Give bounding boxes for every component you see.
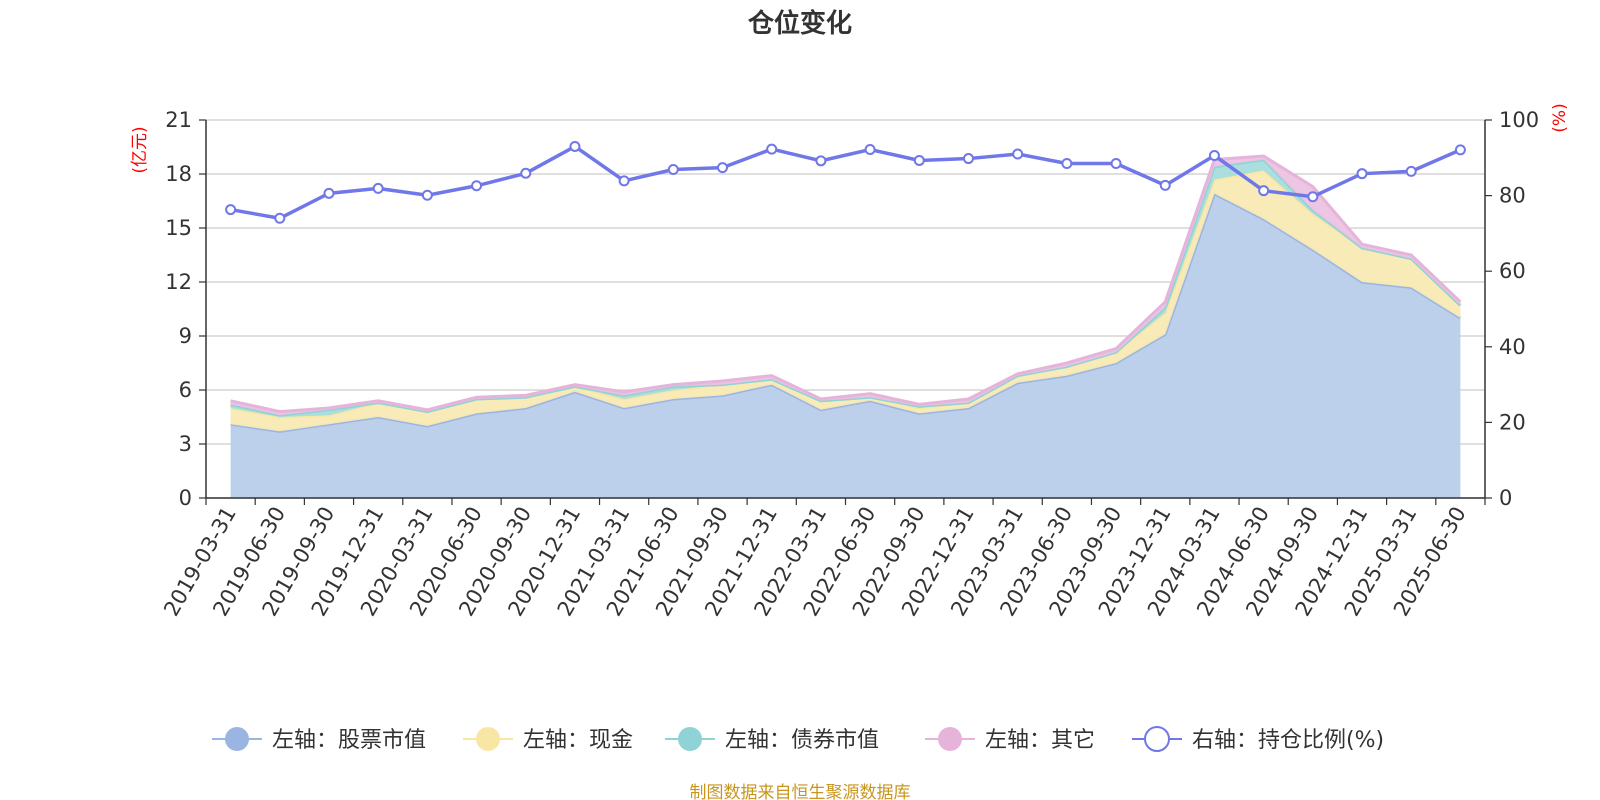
position-ratio-point [225,204,237,216]
position-ratio-point [520,167,532,179]
right-axis-tick-label: 0 [1499,486,1512,510]
left-axis-tick-label: 3 [179,432,192,456]
legend-item-0[interactable]: 左轴：股票市值 [212,727,426,753]
position-ratio-point [1454,144,1466,156]
position-ratio-point [962,153,974,165]
legend-item-3[interactable]: 左轴：其它 [925,727,1095,753]
legend-swatch-dot [225,727,249,751]
position-ratio-point [1159,179,1171,191]
left-axis-tick-label: 9 [179,324,192,348]
legend-swatch-dot [476,727,500,751]
position-ratio-point [618,175,630,187]
right-axis-unit: (%) [1550,103,1570,132]
position-ratio-line [230,144,1462,221]
chart-title: 仓位变化 [747,8,852,39]
position-ratio-point [569,140,581,152]
left-axis-tick-label: 15 [165,216,192,240]
position-ratio-point [667,164,679,176]
footer-source: 制图数据来自恒生聚源数据库 [690,783,911,800]
left-axis-tick-label: 21 [165,108,192,132]
position-ratio-point [421,189,433,201]
legend-label: 左轴：现金 [523,728,633,753]
area-series-0 [230,193,1461,499]
position-ratio-point [323,187,335,199]
position-ratio-point [1110,157,1122,169]
position-ratio-point [471,180,483,192]
legend-label: 左轴：其它 [985,728,1095,753]
area-layer [230,154,1462,499]
position-ratio-point [1405,165,1417,177]
left-axis-tick-label: 0 [179,486,192,510]
position-ratio-point [1258,185,1270,197]
legend-swatch-dot [1144,726,1170,752]
right-axis-tick-label: 20 [1499,410,1526,434]
left-axis-tick-label: 18 [165,162,192,186]
legend-label: 左轴：股票市值 [272,728,426,753]
right-axis-tick-label: 60 [1499,259,1526,283]
legend-item-4[interactable]: 右轴：持仓比例(%) [1132,726,1384,753]
position-ratio-point [766,143,778,155]
legend-item-2[interactable]: 左轴：债券市值 [665,727,879,753]
position-ratio-point [1012,148,1024,160]
position-ratio-point [1307,191,1319,203]
right-axis-tick-label: 100 [1499,108,1539,132]
position-ratio-point [1356,168,1368,180]
position-ratio-point [717,162,729,174]
line-layer [225,140,1466,224]
position-ratio-point [372,182,384,194]
position-ratio-point [864,143,876,155]
position-ratio-point [1061,157,1073,169]
position-ratio-point [274,212,286,224]
legend-label: 右轴：持仓比例(%) [1192,728,1384,753]
legend-swatch-dot [938,727,962,751]
right-axis-tick-label: 80 [1499,184,1526,208]
position-ratio-point [913,154,925,166]
right-axis-tick-label: 40 [1499,335,1526,359]
left-axis-tick-label: 12 [165,270,192,294]
area-series-line-3 [230,154,1462,414]
position-ratio-point [815,155,827,167]
legend-label: 左轴：债券市值 [725,728,879,753]
left-axis-unit: (亿元) [130,126,150,173]
legend-swatch-dot [678,727,702,751]
legend[interactable]: 左轴：股票市值 左轴：现金 左轴：债券市值 左轴：其它 右轴：持仓比例(%) [212,726,1384,753]
legend-item-1[interactable]: 左轴：现金 [463,727,633,753]
left-axis-tick-label: 6 [179,378,192,402]
position-ratio-point [1208,150,1220,162]
